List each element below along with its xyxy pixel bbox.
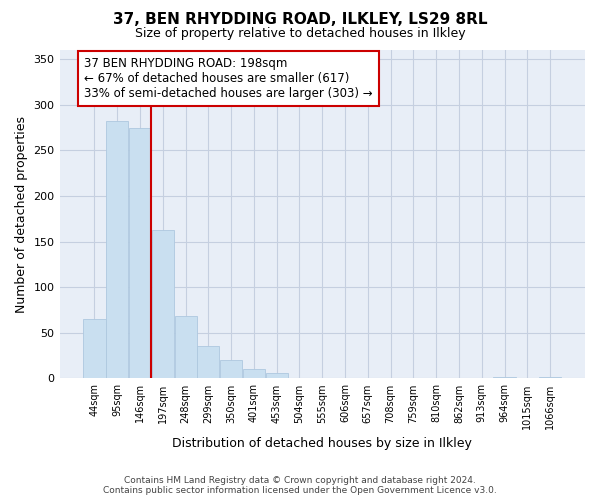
Bar: [220, 360, 242, 378]
Bar: [106, 121, 128, 378]
Bar: [152, 230, 174, 378]
Y-axis label: Number of detached properties: Number of detached properties: [15, 116, 28, 312]
Text: 37, BEN RHYDDING ROAD, ILKLEY, LS29 8RL: 37, BEN RHYDDING ROAD, ILKLEY, LS29 8RL: [113, 12, 487, 28]
Bar: [539, 376, 561, 378]
Bar: [266, 373, 288, 378]
Bar: [83, 319, 106, 378]
X-axis label: Distribution of detached houses by size in Ilkley: Distribution of detached houses by size …: [172, 437, 472, 450]
Bar: [175, 316, 197, 378]
Bar: [129, 128, 151, 378]
Bar: [493, 376, 515, 378]
Text: 37 BEN RHYDDING ROAD: 198sqm
← 67% of detached houses are smaller (617)
33% of s: 37 BEN RHYDDING ROAD: 198sqm ← 67% of de…: [84, 58, 373, 100]
Text: Contains HM Land Registry data © Crown copyright and database right 2024.
Contai: Contains HM Land Registry data © Crown c…: [103, 476, 497, 495]
Bar: [243, 370, 265, 378]
Text: Size of property relative to detached houses in Ilkley: Size of property relative to detached ho…: [134, 28, 466, 40]
Bar: [197, 346, 220, 378]
